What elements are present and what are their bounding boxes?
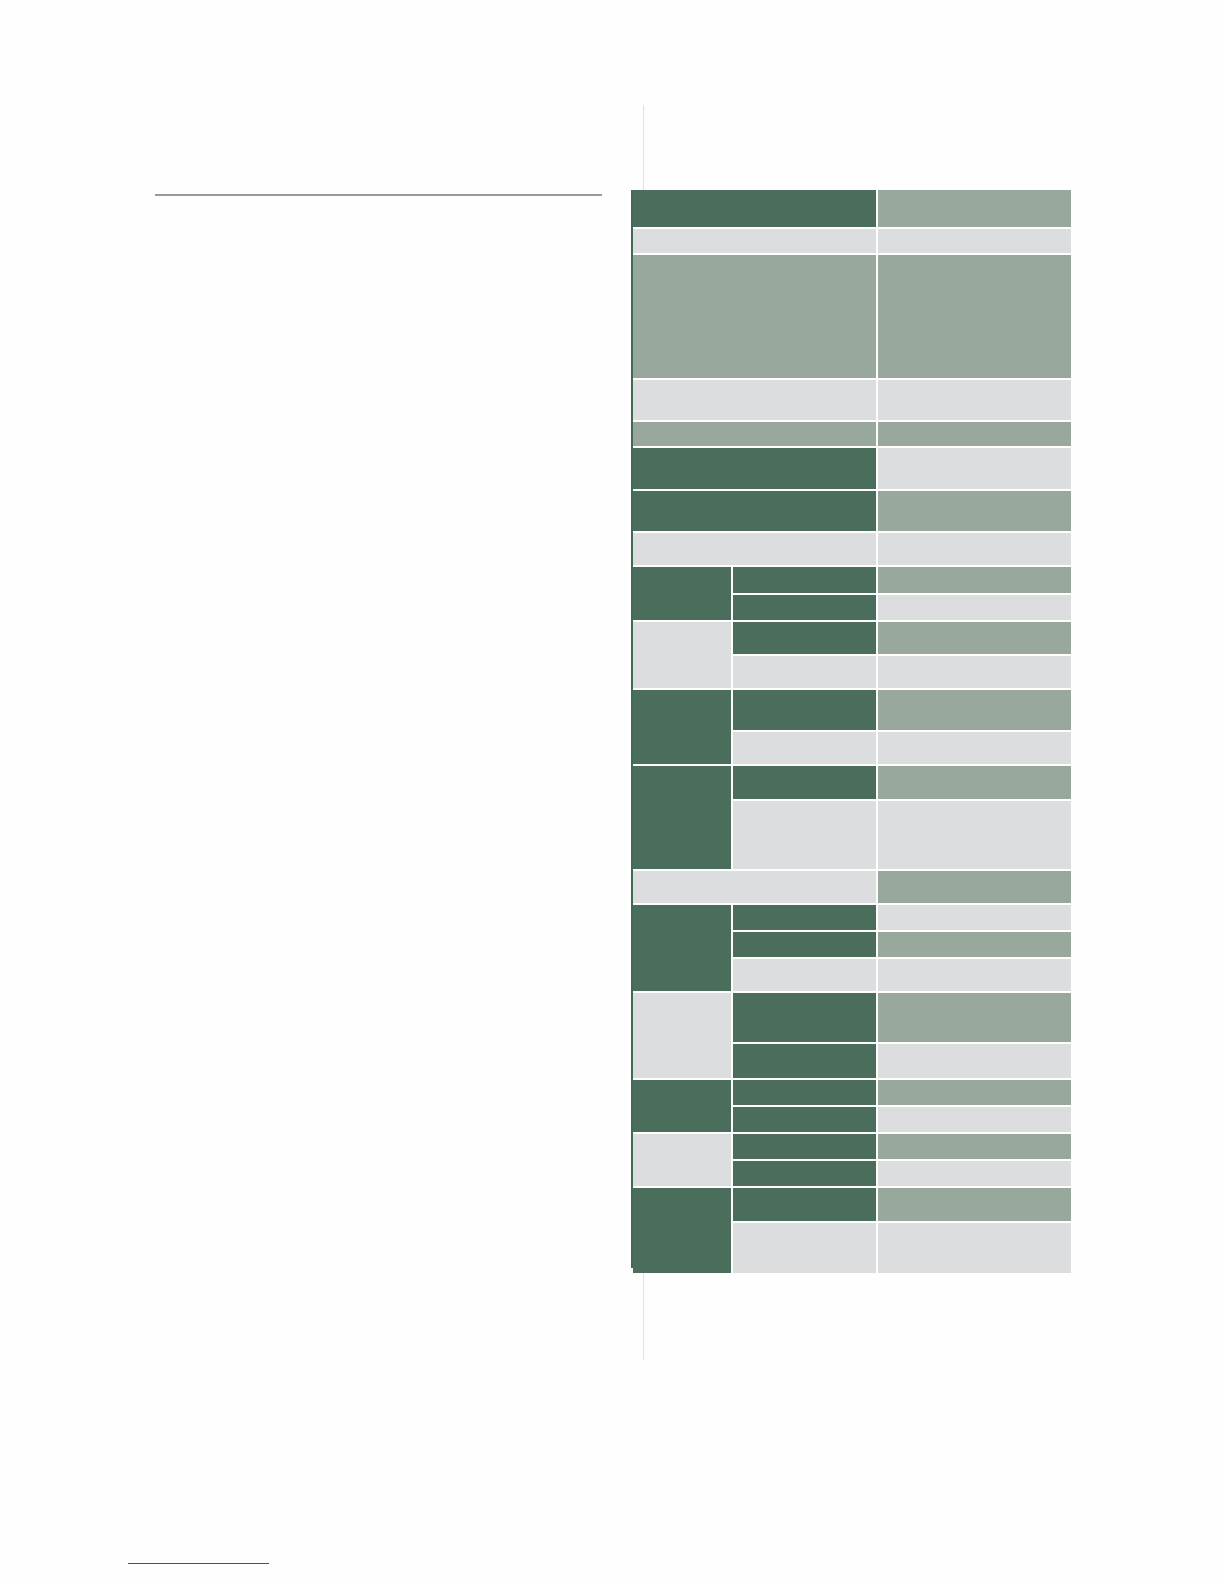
table-cell [878,959,1071,991]
table-cell [878,567,1071,593]
table-cell [733,567,876,593]
table-cell [878,801,1071,869]
table-cell [733,801,876,869]
table-cell [878,1223,1071,1273]
table-cell [733,1080,876,1105]
table-cell [733,1107,876,1132]
table-cell [733,622,876,654]
table-cell [878,690,1071,730]
table-cell [878,422,1071,446]
table-cell [633,491,876,531]
table-cell [633,1188,731,1273]
table-cell [733,656,876,688]
table-cell [878,905,1071,930]
table-cell [878,871,1071,903]
table-cell [733,905,876,930]
table-cell [878,656,1071,688]
table-cell [633,622,731,688]
table-cell [633,905,731,991]
column-guide-bottom [643,1267,644,1360]
table-cell [878,380,1071,420]
table-cell [733,1223,876,1273]
table-cell [878,255,1071,378]
table-cell [633,1134,731,1186]
table-cell [633,690,731,764]
table-cell [733,595,876,620]
spec-table [633,190,1082,1273]
table-cell [878,491,1071,531]
table-cell [633,255,876,378]
table-cell [733,1188,876,1221]
table-cell [878,1044,1071,1078]
table-cell [878,932,1071,957]
table-cell [733,959,876,991]
table-cell [733,690,876,730]
table-cell [878,448,1071,489]
table-cell [633,422,876,446]
table-cell [633,190,876,227]
table-cell [733,1134,876,1159]
table-cell [878,1161,1071,1186]
table-cell [733,766,876,799]
table-cell [878,533,1071,565]
table-cell [878,732,1071,764]
table-cell [878,229,1071,253]
table-cell [878,993,1071,1042]
table-left-edge [631,190,633,1268]
table-cell [733,732,876,764]
table-cell [633,533,876,565]
column-guide-top [643,105,644,193]
table-cell [733,932,876,957]
table-cell [878,595,1071,620]
table-cell [878,1080,1071,1105]
table-cell [878,1188,1071,1221]
table-cell [633,871,876,903]
table-cell [878,622,1071,654]
table-cell [633,766,731,869]
footer-link-underline[interactable] [128,1563,269,1564]
table-cell [633,993,731,1078]
table-cell [878,1134,1071,1159]
table-cell [633,448,876,489]
table-cell [633,380,876,420]
table-cell [878,766,1071,799]
table-cell [633,229,876,253]
table-cell [733,993,876,1042]
table-cell [878,190,1071,227]
table-cell [633,567,731,620]
table-cell [633,1080,731,1132]
table-cell [733,1161,876,1186]
table-cell [878,1107,1071,1132]
section-divider [155,194,602,196]
table-cell [733,1044,876,1078]
